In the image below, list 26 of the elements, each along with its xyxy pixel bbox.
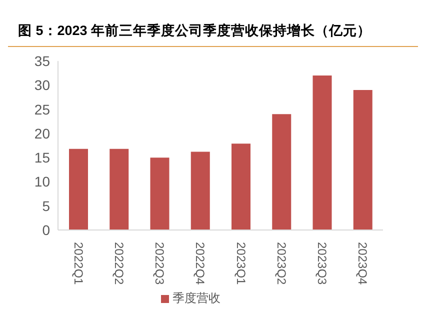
y-tick-label: 10 xyxy=(34,174,50,190)
bar xyxy=(150,158,170,230)
x-tick-label: 2023Q1 xyxy=(234,242,248,286)
y-tick-label: 15 xyxy=(34,150,50,166)
x-tick-label: 2022Q2 xyxy=(112,242,126,286)
y-tick-label: 30 xyxy=(34,77,50,94)
x-tick-label: 2022Q1 xyxy=(71,242,86,286)
bar xyxy=(190,152,210,230)
bar xyxy=(272,114,292,230)
legend-label: 季度营收 xyxy=(172,291,220,305)
bar xyxy=(232,144,250,230)
bar xyxy=(312,75,332,230)
y-tick-label: 5 xyxy=(42,198,50,214)
chart-title: 图 5：2023 年前三年季度公司季度营收保持增长（亿元） xyxy=(8,8,418,47)
x-tick-label: 2023Q4 xyxy=(356,242,370,286)
y-tick-label: 25 xyxy=(34,101,50,118)
x-tick-label: 2023Q2 xyxy=(274,242,288,286)
bar xyxy=(110,148,129,230)
y-tick-label: 20 xyxy=(34,125,50,142)
x-tick-label: 2023Q3 xyxy=(315,242,330,286)
x-tick-label: 2022Q4 xyxy=(193,242,208,286)
y-tick-label: 0 xyxy=(42,222,50,238)
y-tick-label: 35 xyxy=(34,52,50,69)
x-tick-label: 2022Q3 xyxy=(152,242,167,286)
bar xyxy=(69,148,88,230)
bar xyxy=(353,90,372,230)
